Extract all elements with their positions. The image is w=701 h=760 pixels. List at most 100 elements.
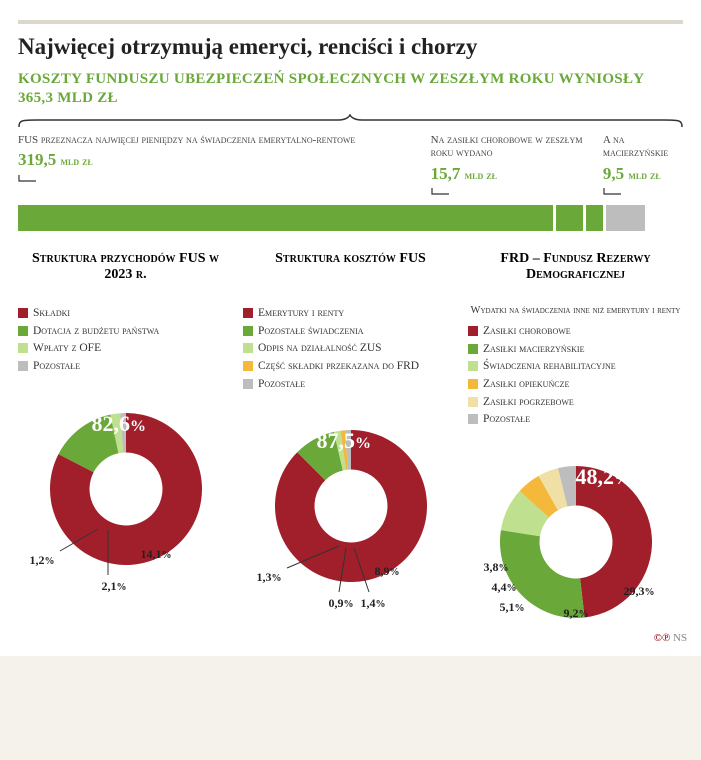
- legend-label: Zasiłki pogrzebowe: [483, 394, 574, 411]
- bar-segment: [586, 205, 603, 231]
- slice-label: 3,8%: [484, 560, 509, 575]
- legend-item: Pozostałe świadczenia: [243, 323, 458, 340]
- callout-tick: [18, 175, 419, 190]
- legend-swatch: [18, 343, 28, 353]
- callout-value: 9,5 mld zł: [603, 163, 683, 184]
- legend-swatch: [468, 379, 478, 389]
- legend-swatch: [243, 308, 253, 318]
- chart-subtitle: Wydatki na świadczenia inne niż emerytur…: [468, 305, 683, 317]
- legend-label: Zasiłki chorobowe: [483, 323, 571, 340]
- legend-label: Emerytury i renty: [258, 305, 344, 322]
- callout: Na zasiłki chorobowe w zeszłym roku wyda…: [431, 134, 591, 204]
- callout: FUS przeznacza najwięcej pieniędzy na św…: [18, 134, 419, 204]
- slice-label: 9,2%: [564, 606, 589, 621]
- top-rule: [18, 20, 683, 24]
- legend-item: Pozostałe: [243, 376, 458, 393]
- chart-column: Struktura przychodów FUS w 2023 r. Składk…: [18, 251, 233, 642]
- infographic-root: Najwięcej otrzymują emeryci, renciści i …: [0, 0, 701, 656]
- slice-label: 2,1%: [102, 579, 127, 594]
- legend-item: Pozostałe: [468, 411, 683, 428]
- slice-label-big: 48,2%: [576, 464, 631, 490]
- legend-item: Odpis na działalność ZUS: [243, 340, 458, 357]
- legend-swatch: [18, 361, 28, 371]
- legend: SkładkiDotacja z budżetu państwaWpłaty z…: [18, 305, 233, 375]
- callout: A na macierzyńskie9,5 mld zł: [603, 134, 683, 204]
- legend-swatch: [468, 326, 478, 336]
- slice-label: 1,4%: [361, 596, 386, 611]
- slice-label: 8,9%: [375, 564, 400, 579]
- chart-title: Struktura przychodów FUS w 2023 r.: [18, 251, 233, 299]
- legend-swatch: [18, 308, 28, 318]
- legend-swatch: [468, 361, 478, 371]
- legend-swatch: [468, 397, 478, 407]
- legend-label: Odpis na działalność ZUS: [258, 340, 382, 357]
- chart-columns: Struktura przychodów FUS w 2023 r. Składk…: [18, 251, 683, 642]
- legend-label: Zasiłki macierzyńskie: [483, 341, 584, 358]
- callout-text: FUS przeznacza najwięcej pieniędzy na św…: [18, 134, 419, 148]
- legend-item: Zasiłki chorobowe: [468, 323, 683, 340]
- legend-item: Zasiłki macierzyńskie: [468, 341, 683, 358]
- legend-label: Pozostałe: [33, 358, 80, 375]
- credit: ©℗ NS: [654, 632, 687, 644]
- legend-swatch: [468, 344, 478, 354]
- brace-icon: [18, 114, 683, 128]
- legend-swatch: [18, 326, 28, 336]
- legend-label: Pozostałe: [258, 376, 305, 393]
- legend-swatch: [243, 343, 253, 353]
- legend-label: Zasiłki opiekuńcze: [483, 376, 569, 393]
- callout-text: A na macierzyńskie: [603, 134, 683, 162]
- legend-item: Emerytury i renty: [243, 305, 458, 322]
- legend-label: Część składki przekazana do FRD: [258, 358, 419, 375]
- slice-label-big: 82,6%: [92, 411, 147, 437]
- bar-segment: [606, 205, 646, 231]
- legend-swatch: [468, 414, 478, 424]
- callout-tick: [603, 188, 683, 203]
- legend-label: Wpłaty z OFE: [33, 340, 101, 357]
- legend-label: Składki: [33, 305, 70, 322]
- chart-title: FRD – Fundusz Rezerwy Demograficznej: [468, 251, 683, 299]
- chart-column: Struktura kosztów FUSEmerytury i rentyPo…: [243, 251, 458, 642]
- legend-item: Wpłaty z OFE: [18, 340, 233, 357]
- bar-segment: [18, 205, 553, 231]
- legend-item: Zasiłki opiekuńcze: [468, 376, 683, 393]
- callout-value: 15,7 mld zł: [431, 163, 591, 184]
- donut-chart: 48,2%29,3%9,2%5,1%4,4%3,8%: [476, 442, 676, 642]
- slice-label: 4,4%: [492, 580, 517, 595]
- legend-swatch: [243, 326, 253, 336]
- copyright-icon: ©: [654, 632, 662, 644]
- slice-label: 1,3%: [257, 570, 282, 585]
- sub-title: Koszty Funduszu Ubezpieczeń Społecznych …: [18, 70, 683, 108]
- phonogram-icon: ℗: [662, 632, 670, 644]
- legend-item: Część składki przekazana do FRD: [243, 358, 458, 375]
- slice-label: 5,1%: [500, 600, 525, 615]
- chart-title: Struktura kosztów FUS: [243, 251, 458, 299]
- callout-tick: [431, 188, 591, 203]
- slice-label: 1,2%: [30, 553, 55, 568]
- callout-text: Na zasiłki chorobowe w zeszłym roku wyda…: [431, 134, 591, 162]
- legend-item: Pozostałe: [18, 358, 233, 375]
- legend-label: Pozostałe świadczenia: [258, 323, 364, 340]
- chart-column: FRD – Fundusz Rezerwy Demograficznej Wyda…: [468, 251, 683, 642]
- legend: Zasiłki choroboweZasiłki macierzyńskieŚw…: [468, 323, 683, 428]
- donut-chart: 82,6%14,1%2,1%1,2%: [26, 389, 226, 589]
- legend-item: Dotacja z budżetu państwa: [18, 323, 233, 340]
- credit-author: NS: [673, 632, 687, 644]
- legend-item: Zasiłki pogrzebowe: [468, 394, 683, 411]
- spend-bar: [18, 205, 683, 231]
- main-title: Najwięcej otrzymują emeryci, renciści i …: [18, 34, 683, 60]
- donut-chart: 87,5%8,9%1,4%0,9%1,3%: [251, 406, 451, 606]
- legend-swatch: [243, 379, 253, 389]
- legend-item: Składki: [18, 305, 233, 322]
- legend-item: Świadczenia rehabilitacyjne: [468, 358, 683, 375]
- slice-label: 0,9%: [329, 596, 354, 611]
- callout-value: 319,5 mld zł: [18, 149, 419, 170]
- slice-label: 14,1%: [141, 547, 172, 562]
- slice-label-big: 87,5%: [317, 428, 372, 454]
- legend-label: Pozostałe: [483, 411, 530, 428]
- legend-label: Świadczenia rehabilitacyjne: [483, 358, 616, 375]
- legend-label: Dotacja z budżetu państwa: [33, 323, 159, 340]
- legend-swatch: [243, 361, 253, 371]
- callout-row: FUS przeznacza najwięcej pieniędzy na św…: [18, 134, 683, 204]
- legend: Emerytury i rentyPozostałe świadczeniaOd…: [243, 305, 458, 392]
- bar-segment: [556, 205, 583, 231]
